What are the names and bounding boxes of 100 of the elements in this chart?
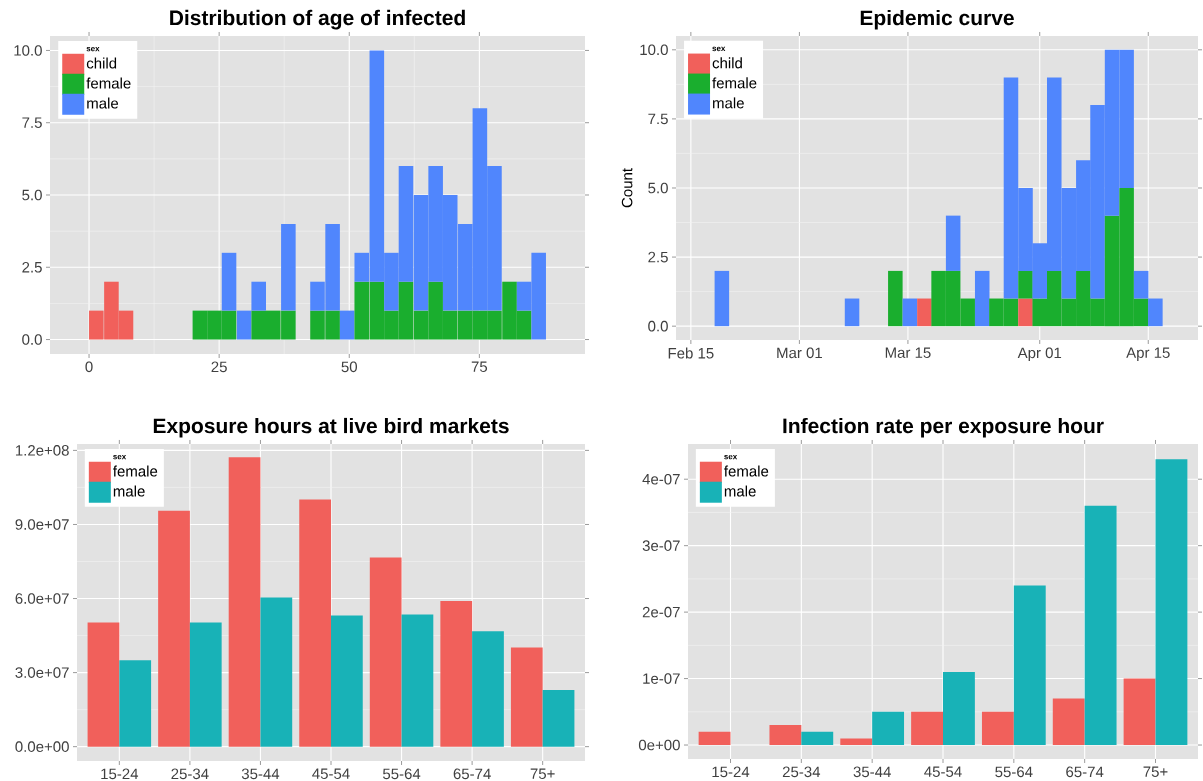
bar (251, 281, 266, 311)
y-tick-label: 7.5 (22, 117, 42, 128)
bar (299, 499, 331, 747)
legend-label: female (712, 77, 757, 89)
bar (542, 689, 575, 747)
x-tick-label: 15-24 (101, 768, 139, 780)
x-tick-label: Mar 15 (885, 347, 931, 358)
x-tick-label: 65-74 (453, 768, 491, 780)
x-tick-label: Feb 15 (668, 347, 714, 359)
bar (189, 622, 222, 747)
x-tick-label: Apr 15 (1126, 347, 1170, 361)
bar (1133, 270, 1149, 299)
bar (119, 660, 152, 747)
x-tick-label: 0 (85, 361, 93, 373)
bar (1052, 698, 1085, 746)
bar (87, 622, 120, 747)
bar (221, 252, 237, 311)
bar (1123, 678, 1156, 746)
bar (769, 725, 802, 746)
y-tick-label: 2.5 (648, 251, 668, 263)
x-tick-label: 25-34 (782, 766, 821, 778)
y-tick-label: 10.0 (640, 44, 668, 56)
legend-label: male (713, 97, 744, 109)
chart-title: Distribution of age of infected (170, 9, 465, 30)
bar (440, 601, 473, 747)
y-tick-label: 3e-07 (642, 540, 680, 551)
bar (945, 215, 961, 271)
bar (801, 731, 834, 746)
chart-title: Infection rate per exposure hour (783, 417, 1104, 438)
bar (844, 298, 860, 327)
x-tick-label: 65-74 (1066, 766, 1104, 778)
legend-title: sex (113, 454, 127, 460)
y-tick-label: 9.0e+07 (15, 519, 69, 530)
legend-label: male (87, 97, 119, 109)
y-tick-label: 2e-07 (642, 606, 680, 618)
x-tick-label: Mar 01 (777, 347, 822, 359)
bar (260, 597, 293, 747)
y-tick-label: 0.0e+00 (15, 741, 69, 752)
bar (840, 738, 873, 746)
y-tick-label: 6.0e+07 (15, 593, 69, 604)
x-tick-label: 55-64 (995, 766, 1033, 778)
bar (888, 270, 903, 327)
bar (917, 298, 932, 327)
bar (401, 614, 434, 747)
x-tick-label: 45-54 (312, 768, 350, 779)
x-tick-label: 75+ (1143, 766, 1168, 777)
y-tick-label: 5.0 (648, 182, 668, 194)
legend-title: sex (86, 46, 100, 52)
x-tick-label: 75+ (530, 768, 555, 779)
bar (1148, 298, 1163, 327)
y-tick-label: 4e-07 (642, 473, 680, 485)
bar (872, 711, 905, 746)
y-tick-label: 1.2e+08 (15, 445, 69, 456)
bar (236, 310, 252, 340)
x-tick-label: Apr 01 (1017, 347, 1062, 362)
legend-label: child (712, 57, 742, 69)
bar (158, 510, 190, 747)
y-tick-label: 0e+00 (638, 739, 680, 751)
y-tick-label: 2.5 (22, 261, 42, 273)
x-tick-label: 75 (471, 361, 488, 372)
y-tick-label: 7.5 (648, 113, 668, 125)
bar (902, 298, 918, 327)
bar (1018, 270, 1033, 299)
bar (974, 270, 990, 327)
y-tick-label: 0.0 (648, 320, 668, 332)
bar (472, 631, 504, 747)
y-tick-label: 10.0 (14, 45, 42, 56)
y-tick-label: 3.0e+07 (15, 667, 69, 678)
bar (228, 457, 261, 747)
bar (698, 731, 731, 746)
legend-title: sex (724, 454, 738, 460)
legend-title: sex (712, 46, 726, 52)
legend-label: male (724, 485, 756, 497)
y-axis-title: Count (621, 168, 633, 208)
x-tick-label: 55-64 (382, 768, 421, 780)
legend-label: female (86, 77, 131, 89)
x-tick-label: 25 (211, 361, 227, 373)
bar (714, 270, 730, 327)
bar (1155, 459, 1188, 746)
legend-label: female (724, 465, 769, 477)
x-tick-label: 25-34 (171, 768, 209, 780)
bar (943, 671, 975, 746)
y-tick-label: 5.0 (22, 189, 42, 201)
bar (369, 557, 402, 747)
bar (281, 223, 296, 311)
bar (510, 647, 543, 747)
legend-label: child (86, 57, 117, 69)
y-tick-label: 1e-07 (643, 673, 680, 684)
x-tick-label: 50 (341, 361, 357, 373)
chart-title: Epidemic curve (860, 9, 1014, 30)
bar (911, 711, 943, 746)
x-tick-label: 35-44 (241, 768, 280, 780)
chart-title: Exposure hours at live bird markets (153, 417, 509, 438)
x-tick-label: 15-24 (712, 766, 750, 778)
bar (981, 711, 1014, 746)
legend-label: male (113, 485, 145, 497)
x-tick-label: 45-54 (924, 766, 962, 777)
bar (1018, 298, 1033, 327)
bar (339, 310, 355, 340)
x-tick-label: 35-44 (853, 766, 891, 778)
